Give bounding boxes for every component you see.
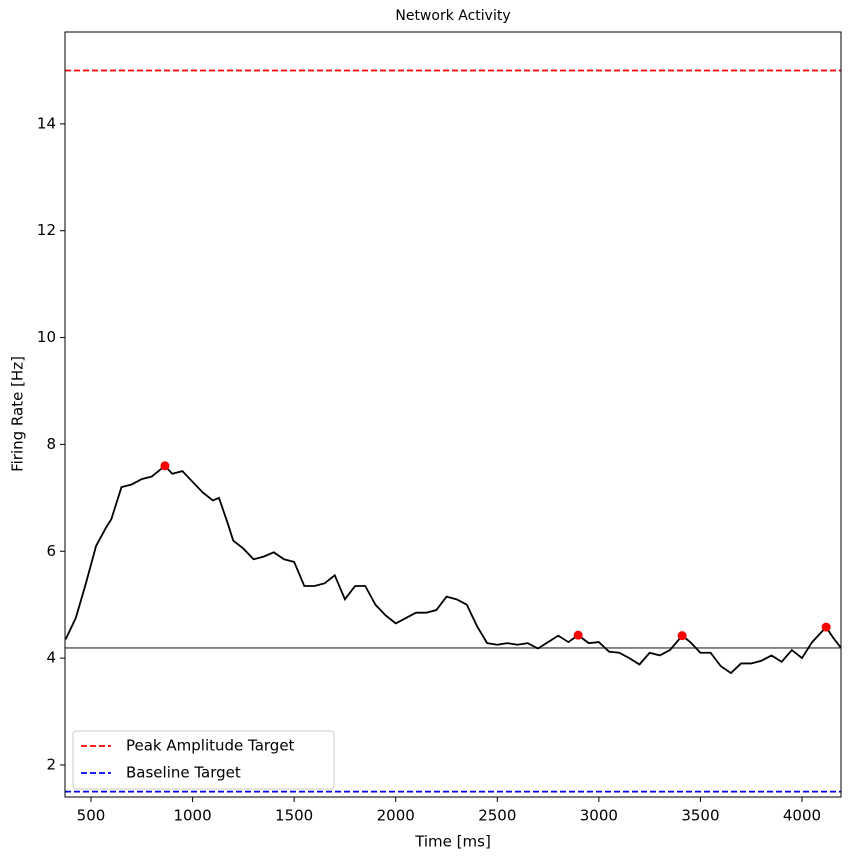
y-tick-label: 8 [46, 435, 56, 453]
legend-box [72, 730, 335, 790]
x-tick-label: 2000 [377, 807, 415, 825]
x-tick-label: 3000 [580, 807, 618, 825]
legend-label: Baseline Target [126, 764, 241, 782]
peak-point [821, 622, 831, 632]
x-tick-label: 3500 [681, 807, 719, 825]
x-tick-label: 500 [77, 807, 106, 825]
y-axis-label: Firing Rate [Hz] [9, 356, 27, 472]
y-tick-label: 4 [46, 649, 56, 667]
line [65, 464, 841, 675]
plot [65, 69, 841, 793]
peak-point [160, 461, 170, 471]
y-tick-label: 2 [46, 755, 56, 773]
peak-point [677, 631, 687, 641]
x-tick-label: 1500 [275, 807, 313, 825]
chart-title: Network Activity [395, 8, 510, 24]
y-tick-label: 14 [37, 114, 56, 132]
y-tick-label: 10 [37, 328, 56, 346]
y-tick-label: 6 [46, 542, 56, 560]
plot-frame [64, 31, 842, 798]
y-tick-label: 12 [37, 221, 56, 239]
legend-label: Peak Amplitude Target [126, 737, 295, 755]
x-tick-label: 4000 [783, 807, 821, 825]
peak-point [573, 630, 583, 640]
x-axis-label: Time [ms] [414, 833, 491, 851]
x-tick-label: 1000 [173, 807, 211, 825]
x-tick-label: 2500 [478, 807, 516, 825]
